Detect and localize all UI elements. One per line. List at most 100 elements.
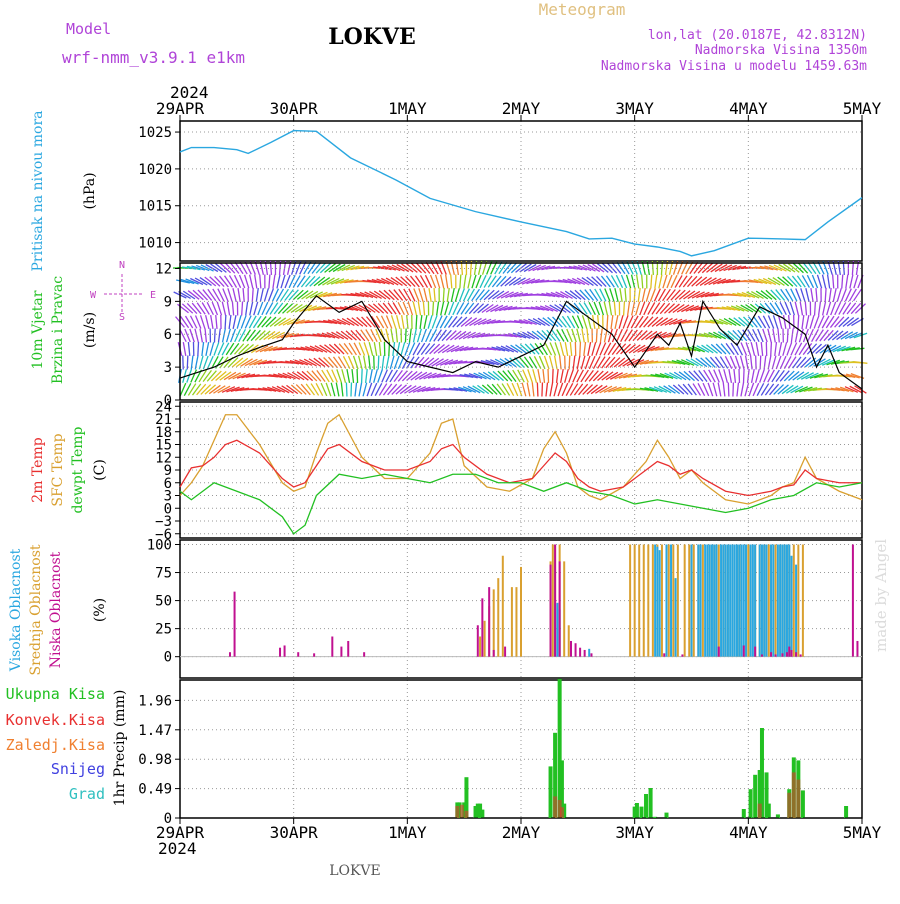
wind-barb xyxy=(778,329,779,343)
wind-barb xyxy=(814,315,819,328)
wind-barb xyxy=(217,302,221,315)
model-label: Model xyxy=(66,20,111,38)
wind-barb xyxy=(230,263,239,274)
wind-barb xyxy=(787,329,788,343)
wind-barb xyxy=(823,302,826,316)
wind-barb xyxy=(447,288,449,302)
chart-header: Model wrf-nmm_v3.9.1 e1km LOKVE Meteogra… xyxy=(62,0,867,74)
cloud-unit-label: (%) xyxy=(92,598,108,622)
wind-barb xyxy=(817,275,821,288)
model-name: wrf-nmm_v3.9.1 e1km xyxy=(62,48,245,67)
wind-barb xyxy=(791,329,793,343)
wind-barb xyxy=(367,383,372,396)
high-cloud-label: Visoka Oblacnost xyxy=(8,548,24,672)
wind-barb xyxy=(441,275,444,289)
wind-barb xyxy=(615,288,618,302)
temp-2m-label: 2m Temp xyxy=(30,437,46,502)
wind-barb xyxy=(775,342,777,356)
wind-barb xyxy=(245,275,249,288)
wind-barb xyxy=(369,342,372,356)
wind-barb xyxy=(830,316,839,327)
precip-unit-label: 1hr Precip (mm) xyxy=(112,690,128,807)
wind-barb xyxy=(557,317,566,328)
wind-barb xyxy=(688,384,696,395)
wind-barb xyxy=(203,370,211,381)
wind-barb xyxy=(806,315,809,329)
wind-barb xyxy=(198,342,199,356)
precip-legend-label: Konvek.Kisa xyxy=(6,711,105,729)
wind-barb xyxy=(585,370,593,381)
wind-barb xyxy=(441,302,444,316)
wind-barb xyxy=(423,302,424,316)
wind-barb xyxy=(611,315,613,329)
y-tick-label: 1.47 xyxy=(138,723,172,739)
wind-barb xyxy=(333,357,341,368)
wind-barb xyxy=(577,329,580,343)
wind-barb xyxy=(801,288,805,301)
wind-barb xyxy=(816,288,817,302)
wind-barb xyxy=(773,329,775,343)
wind-barb xyxy=(655,275,657,289)
wind-barb xyxy=(829,288,831,302)
wind-barb xyxy=(206,342,209,356)
wind-barb xyxy=(532,383,534,397)
wind-barb xyxy=(413,329,416,343)
y-tick-label: 100 xyxy=(147,537,172,553)
wind-barb xyxy=(554,383,558,397)
wind-barb xyxy=(822,275,825,289)
wind-barb xyxy=(713,383,717,397)
wind-barb xyxy=(773,315,777,328)
x-tick-label-bottom: 4MAY xyxy=(729,823,768,842)
wind-barb xyxy=(254,302,258,315)
wind-barb xyxy=(779,342,782,356)
wind-barb xyxy=(337,369,342,382)
low-cloud-label: Niska Oblacnost xyxy=(48,551,64,668)
wind-barb xyxy=(646,288,650,301)
wind-barb xyxy=(572,329,576,342)
wind-barb xyxy=(264,288,268,301)
precip-bar-conv xyxy=(787,793,791,818)
wind-barb xyxy=(746,356,749,370)
wind-barb xyxy=(341,383,343,397)
wind-barb xyxy=(237,315,241,328)
wind-barb xyxy=(745,383,749,397)
wind-barb xyxy=(585,290,594,301)
wind-barb xyxy=(608,329,612,342)
precip-bar-total xyxy=(767,804,771,818)
wind-barb xyxy=(418,302,420,316)
sfc-temp-label: SFC Temp xyxy=(50,433,66,506)
footer-station: LOKVE xyxy=(329,863,381,879)
wind-barb xyxy=(472,275,476,288)
y-tick-label: 0.49 xyxy=(138,782,172,798)
wind-barb xyxy=(405,342,410,355)
wind-barb xyxy=(218,329,220,343)
precip-legend-label: Zaledj.Kisa xyxy=(6,736,105,754)
wind-barb xyxy=(615,315,618,329)
wind-barb xyxy=(734,369,736,383)
wind-barb xyxy=(229,315,231,329)
wind-barb xyxy=(756,369,760,383)
x-tick-label-bottom: 5MAY xyxy=(843,823,882,842)
wind-barb xyxy=(214,342,219,355)
wind-barb xyxy=(192,384,200,395)
wind-barb xyxy=(429,288,431,302)
wind-barb xyxy=(492,276,501,287)
wind-barb xyxy=(694,263,703,274)
wind-barb xyxy=(220,276,229,287)
wind-barb xyxy=(815,302,816,316)
precip-bar-total xyxy=(844,806,848,818)
wind-barb xyxy=(205,329,206,343)
wind-barb xyxy=(744,369,745,383)
wind-barb xyxy=(592,342,596,355)
wind-barb xyxy=(419,288,423,301)
wind-barb xyxy=(416,315,417,329)
wind-barb xyxy=(522,383,526,397)
wind-barb xyxy=(533,369,537,383)
wind-barb xyxy=(255,275,257,289)
station-title: LOKVE xyxy=(328,24,416,50)
y-tick-label: 0.98 xyxy=(138,752,172,768)
wind-barb xyxy=(497,384,505,395)
wind-barb xyxy=(628,302,630,316)
precip-bar-total xyxy=(639,807,643,818)
y-tick-label: 0 xyxy=(164,811,172,827)
